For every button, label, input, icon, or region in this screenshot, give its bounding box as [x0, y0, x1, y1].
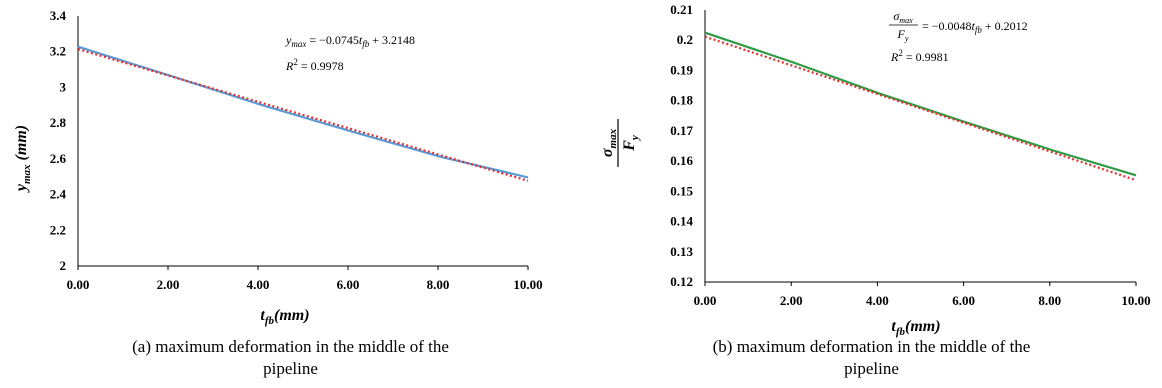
chart-a: 2 2.2 2.4 2.6 2.8 3 3.2 3.4 0.00 2.00 4.00 6.00 8.00… — [13, 8, 543, 327]
caption-a-line2: pipeline — [263, 359, 318, 378]
y-tick-label-a: 2.8 — [50, 115, 67, 130]
trendline-equation-b: σmax Fy = −0.0048tfb + 0.2012 — [889, 9, 1028, 43]
y-tick-label-b: 0.12 — [670, 274, 693, 289]
x-tick-label-a: 4.00 — [247, 277, 270, 292]
y-tick-label-b: 0.19 — [670, 62, 693, 77]
x-tick-label-b: 0.00 — [694, 293, 717, 308]
y-tick-label-a: 2 — [60, 258, 67, 273]
x-tick-label-a: 8.00 — [427, 277, 450, 292]
x-tick-label-a: 6.00 — [337, 277, 360, 292]
y-tick-label-a: 3.4 — [50, 8, 67, 23]
y-axis-label-b: σmax Fy — [599, 119, 641, 167]
y-tick-label-a: 2.4 — [50, 187, 67, 202]
r-squared-b: R2 = 0.9981 — [890, 48, 949, 64]
y-tick-label-b: 0.16 — [670, 153, 693, 168]
data-series-line-b — [704, 31, 1137, 177]
caption-b-line1: (b) maximum deformation in the middle of… — [712, 337, 1031, 356]
y-tick-label-b: 0.2 — [677, 32, 693, 47]
y-tick-label-b: 0.17 — [670, 123, 693, 138]
y-tick-label-b: 0.18 — [670, 93, 693, 108]
svg-text:Fy: Fy — [621, 135, 641, 152]
trendline-equation-a: ymax = −0.0745tfb + 3.2148 — [285, 33, 415, 49]
x-axis-label-b: tfb(mm) — [891, 318, 940, 338]
svg-text:Fy: Fy — [897, 27, 909, 43]
y-tick-label-b: 0.21 — [670, 2, 693, 17]
y-tick-label-b: 0.14 — [670, 214, 693, 229]
chart-panel-b: 0.12 0.13 0.14 0.15 0.16 0.17 0.18 0.19 0.2 0.21 0… — [581, 0, 1162, 388]
x-tick-label-b: 4.00 — [866, 293, 889, 308]
trendline-b — [704, 35, 1137, 182]
caption-b-line2: pipeline — [844, 359, 899, 378]
x-tick-label-b: 6.00 — [952, 293, 975, 308]
x-tick-label-b: 8.00 — [1038, 293, 1061, 308]
caption-a: (a) maximum deformation in the middle of… — [0, 336, 581, 380]
caption-b: (b) maximum deformation in the middle of… — [581, 336, 1162, 380]
y-tick-label-a: 2.2 — [50, 222, 66, 237]
x-tick-label-a: 0.00 — [67, 277, 90, 292]
x-tick-label-b: 2.00 — [780, 293, 803, 308]
y-tick-label-b: 0.15 — [670, 183, 693, 198]
x-tick-label-a: 10.00 — [513, 277, 542, 292]
svg-text:σmax: σmax — [599, 128, 619, 157]
y-tick-label-a: 3.2 — [50, 44, 66, 59]
x-tick-label-a: 2.00 — [157, 277, 180, 292]
x-tick-label-b: 10.00 — [1121, 293, 1150, 308]
svg-text:σmax: σmax — [893, 9, 913, 25]
chart-panel-a: 2 2.2 2.4 2.6 2.8 3 3.2 3.4 0.00 2.00 4.00 6.00 8.00… — [0, 8, 581, 380]
data-series-line-a — [77, 45, 529, 179]
y-tick-label-b: 0.13 — [670, 244, 693, 259]
y-axis-label-a: ymax (mm) — [13, 125, 33, 193]
x-axis-label-a: tfb(mm) — [260, 307, 309, 327]
y-tick-label-a: 2.6 — [50, 151, 67, 166]
svg-text:= −0.0048tfb + 0.2012: = −0.0048tfb + 0.2012 — [922, 19, 1028, 35]
y-tick-label-a: 3 — [60, 79, 67, 94]
caption-a-line1: (a) maximum deformation in the middle of… — [132, 337, 449, 356]
r-squared-a: R2 = 0.9978 — [285, 57, 344, 73]
chart-b: 0.12 0.13 0.14 0.15 0.16 0.17 0.18 0.19 0.2 0.21 0… — [599, 2, 1151, 338]
